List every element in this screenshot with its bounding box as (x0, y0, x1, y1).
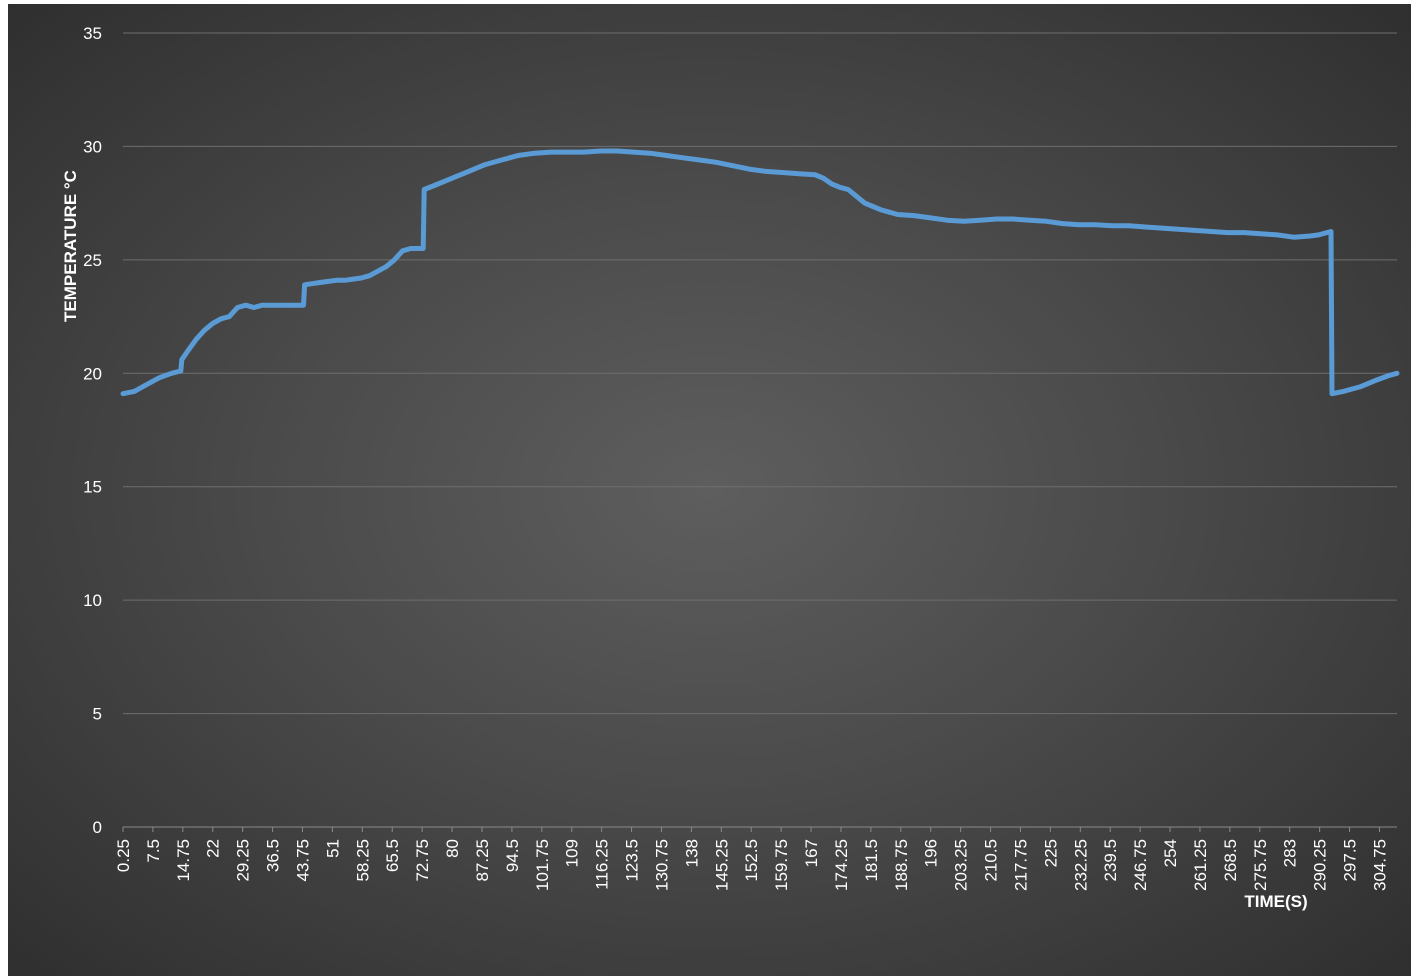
x-tick-label: 203.25 (952, 839, 971, 891)
y-axis-title: TEMPERATURE °C (61, 170, 80, 322)
y-tick-label: 15 (83, 478, 102, 497)
x-tick-label: 80 (443, 839, 462, 858)
x-axis-ticks: 0.25 7.5 14.75 22 29.25 36.5 43.75 51 58.25 65.5 7… (114, 839, 1389, 891)
x-tick-label: 304.75 (1370, 839, 1389, 891)
x-tick-label: 188.75 (892, 839, 911, 891)
x-tick-label: 138 (682, 839, 701, 867)
y-tick-label: 30 (83, 137, 102, 156)
x-tick-label: 29.25 (234, 839, 253, 882)
x-tick-label: 94.5 (503, 839, 522, 872)
x-tick-label: 58.25 (353, 839, 372, 882)
x-tick-label: 116.25 (593, 839, 612, 890)
x-tick-label: 210.5 (982, 839, 1001, 882)
x-tick-label: 101.75 (533, 839, 552, 891)
x-tick-label: 145.25 (712, 839, 731, 891)
axes (122, 826, 1397, 832)
x-tick-label: 261.25 (1191, 839, 1210, 891)
x-tick-label: 36.5 (264, 839, 283, 872)
y-tick-label: 0 (93, 818, 102, 837)
x-tick-label: 7.5 (144, 839, 163, 863)
x-tick-label: 217.75 (1011, 839, 1030, 891)
x-tick-label: 275.75 (1251, 839, 1270, 891)
x-tick-label: 14.75 (174, 839, 193, 882)
y-tick-label: 35 (83, 24, 102, 43)
y-tick-label: 20 (83, 364, 102, 383)
x-tick-label: 167 (802, 839, 821, 867)
gridlines (123, 32, 1397, 715)
x-tick-label: 254 (1161, 839, 1180, 867)
x-tick-label: 152.5 (742, 839, 761, 882)
x-tick-label: 0.25 (114, 839, 133, 872)
x-tick-label: 123.5 (623, 839, 642, 882)
temperature-series-line (120, 148, 1400, 397)
x-tick-label: 297.5 (1341, 839, 1360, 882)
y-tick-label: 5 (93, 705, 102, 724)
y-tick-label: 25 (83, 251, 102, 270)
x-axis-title: TIME(S) (1244, 892, 1307, 911)
x-tick-label: 268.5 (1221, 839, 1240, 882)
x-tick-label: 87.25 (473, 839, 492, 882)
x-tick-label: 109 (563, 839, 582, 867)
x-tick-label: 51 (323, 839, 342, 858)
x-tick-label: 43.75 (293, 839, 312, 882)
x-tick-label: 290.25 (1311, 839, 1330, 891)
x-tick-label: 225 (1041, 839, 1060, 867)
x-tick-label: 246.75 (1131, 839, 1150, 891)
x-tick-label: 174.25 (832, 839, 851, 891)
y-axis-ticks: 0 5 10 15 20 25 30 35 (83, 24, 102, 837)
series-layer (120, 148, 1400, 397)
chart-background (8, 4, 1411, 976)
x-tick-label: 181.5 (862, 839, 881, 882)
x-tick-label: 283 (1281, 839, 1300, 867)
x-tick-label: 65.5 (383, 839, 402, 872)
x-tick-label: 232.25 (1071, 839, 1090, 891)
x-tick-label: 130.75 (652, 839, 671, 891)
x-tick-label: 196 (922, 839, 941, 867)
x-tick-label: 72.75 (413, 839, 432, 882)
x-tick-label: 159.75 (772, 839, 791, 891)
y-tick-label: 10 (83, 591, 102, 610)
x-tick-label: 22 (204, 839, 223, 858)
x-tick-label: 239.5 (1101, 839, 1120, 882)
